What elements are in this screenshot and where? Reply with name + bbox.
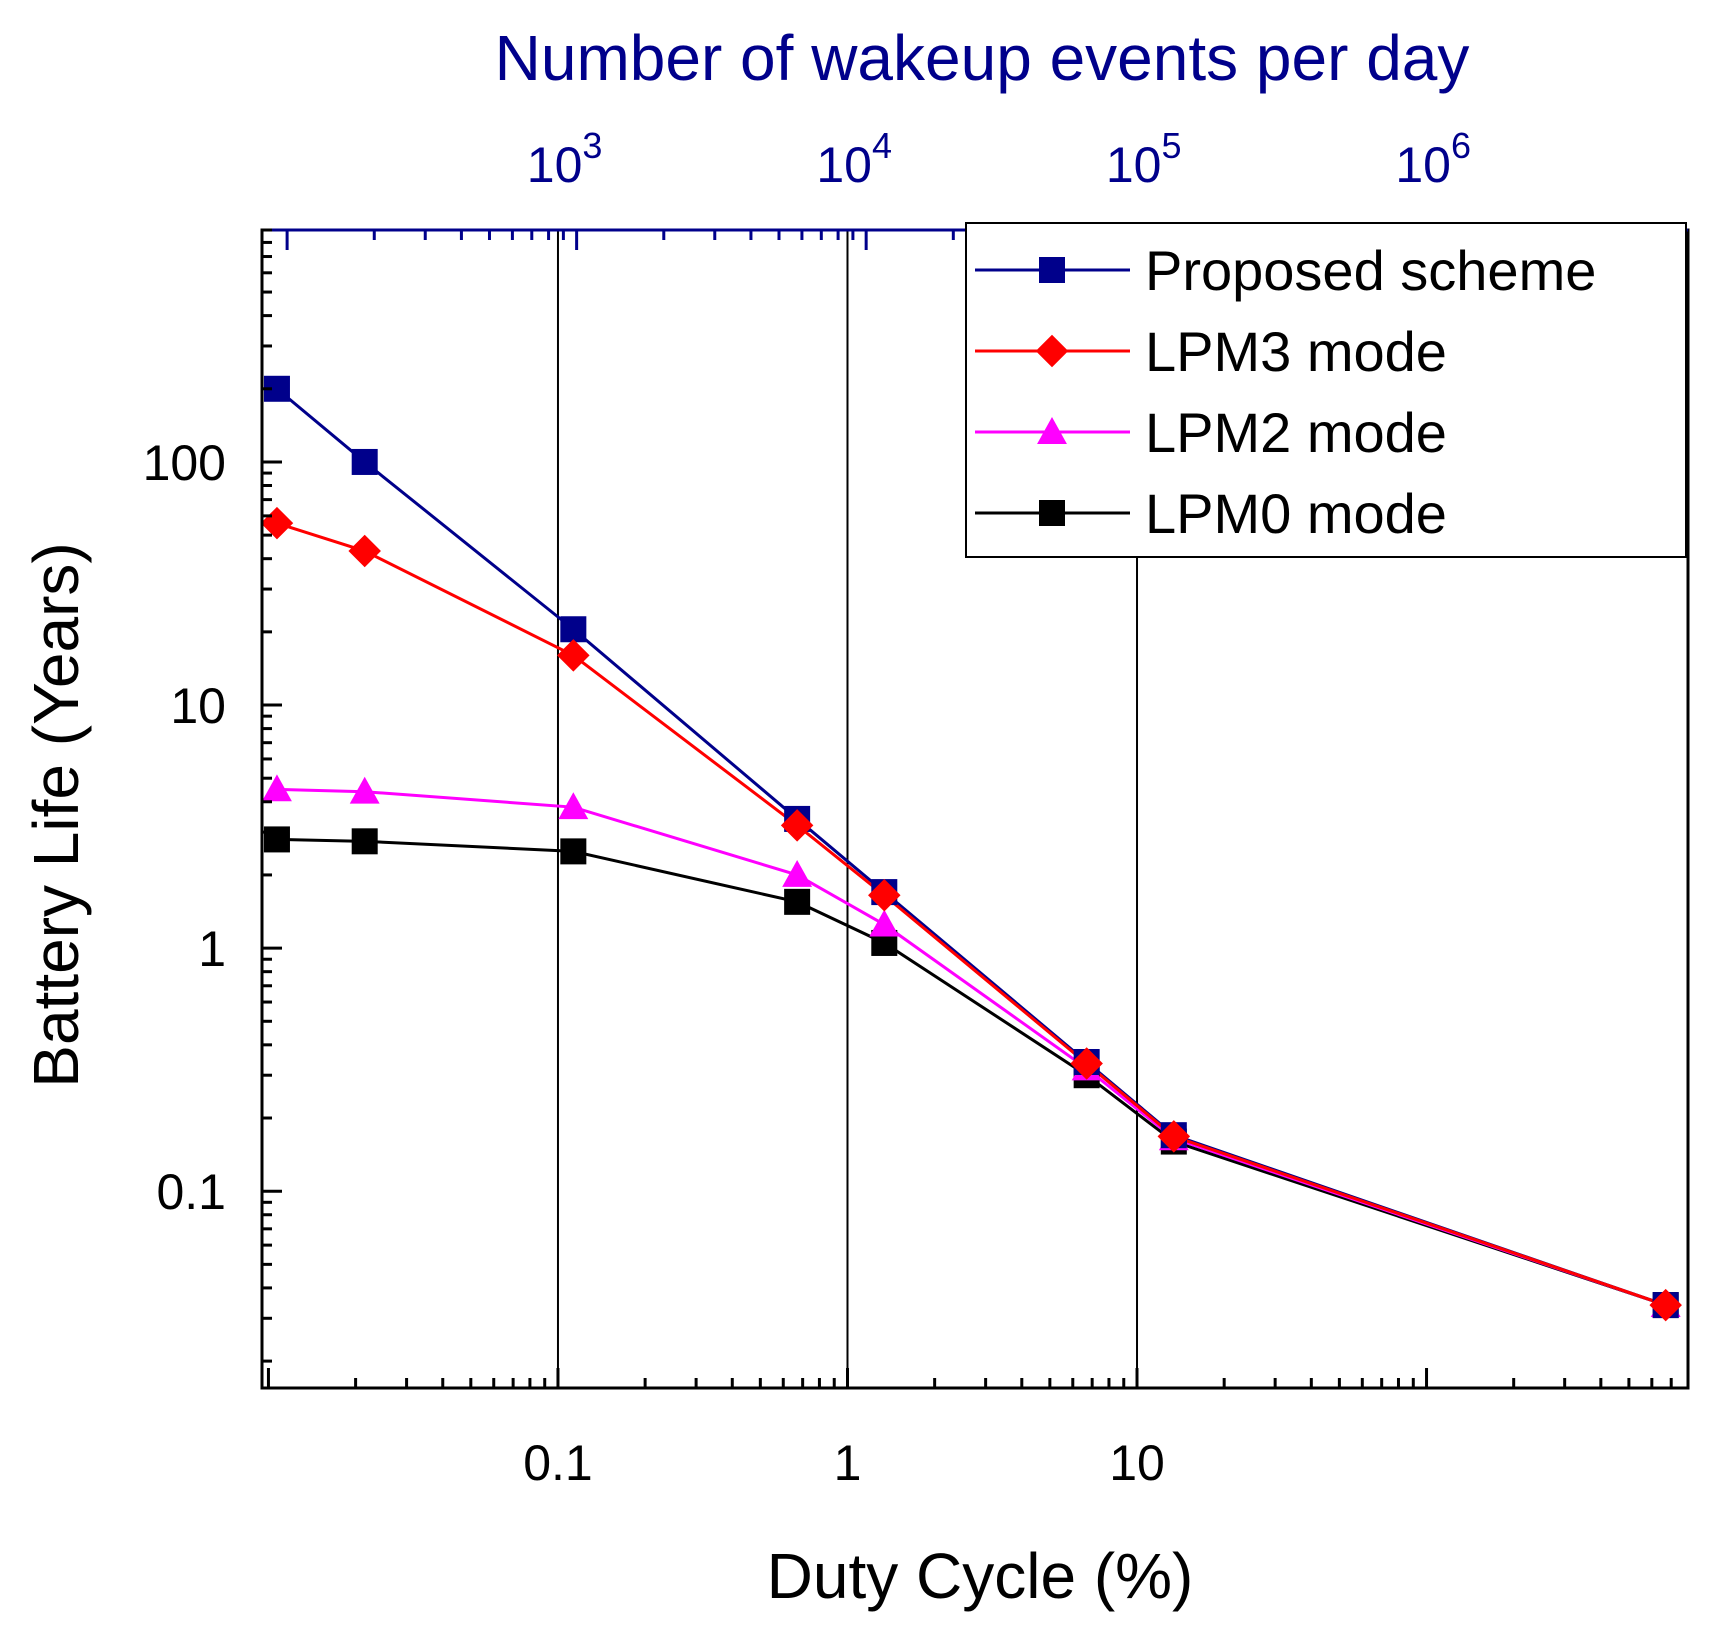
top-tick-base: 10: [1395, 137, 1451, 193]
marker-diamond: [1070, 1047, 1103, 1080]
marker-diamond: [1157, 1120, 1191, 1153]
x-tick-label: 10: [1109, 1435, 1165, 1491]
top-tick-label: 104: [816, 125, 892, 193]
legend-label: Proposed scheme: [1145, 239, 1596, 302]
top-axis-tick-labels: 103 104 105 106: [527, 125, 1471, 193]
marker-triangle: [349, 776, 380, 804]
top-tick-base: 10: [816, 137, 872, 193]
marker-diamond: [348, 534, 381, 568]
x-tick-label: 0.1: [523, 1435, 593, 1491]
marker-square: [351, 828, 378, 855]
legend-label: LPM0 mode: [1145, 482, 1447, 545]
marker-triangle: [262, 774, 292, 802]
top-tick-label: 103: [527, 125, 603, 193]
legend-box: [965, 222, 1687, 558]
marker-triangle: [558, 792, 589, 820]
series-lines: [275, 387, 1667, 1307]
marker-triangle: [1037, 417, 1067, 444]
y-axis-title: Battery Life (Years): [20, 542, 92, 1087]
y-tick-label: 100: [143, 435, 226, 491]
marker-square: [1039, 500, 1065, 526]
x-tick-label: 1: [834, 1435, 862, 1491]
top-tick-label: 106: [1395, 125, 1471, 193]
marker-square: [560, 616, 587, 643]
series-line: [276, 837, 1667, 1307]
marker-square: [263, 826, 290, 853]
marker-diamond: [780, 809, 814, 842]
marker-diamond: [1649, 1288, 1682, 1322]
y-tick-label: 0.1: [156, 1164, 226, 1220]
marker-square: [560, 838, 587, 865]
marker-diamond: [557, 639, 590, 672]
top-tick-exponent: 6: [1451, 125, 1471, 166]
y-tick-labels: 0.1 1 10 100: [143, 435, 226, 1220]
top-tick-exponent: 4: [872, 125, 892, 166]
series-line: [276, 521, 1667, 1307]
y-tick-label: 1: [198, 921, 226, 977]
marker-square: [1039, 257, 1065, 283]
marker-square: [351, 448, 378, 475]
legend-label: LPM2 mode: [1145, 401, 1447, 464]
marker-diamond: [868, 878, 901, 912]
series-line: [276, 787, 1667, 1307]
top-tick-exponent: 5: [1161, 125, 1181, 166]
marker-square: [784, 888, 811, 915]
top-axis-title: Number of wakeup events per day: [495, 22, 1470, 94]
y-tick-label: 10: [170, 678, 226, 734]
legend-label: LPM3 mode: [1145, 320, 1447, 383]
marker-diamond: [1035, 334, 1069, 368]
x-axis-title: Duty Cycle (%): [767, 1540, 1194, 1612]
top-tick-label: 105: [1106, 125, 1182, 193]
top-tick-base: 10: [527, 137, 583, 193]
series-markers: [260, 375, 1682, 1322]
marker-triangle: [782, 859, 813, 887]
x-tick-labels: 0.1 1 10: [523, 1435, 1165, 1491]
legend: Proposed scheme LPM3 mode LPM2 mode LPM0 mo…: [965, 222, 1687, 558]
marker-triangle: [869, 909, 900, 937]
top-tick-base: 10: [1106, 137, 1162, 193]
top-tick-exponent: 3: [582, 125, 602, 166]
